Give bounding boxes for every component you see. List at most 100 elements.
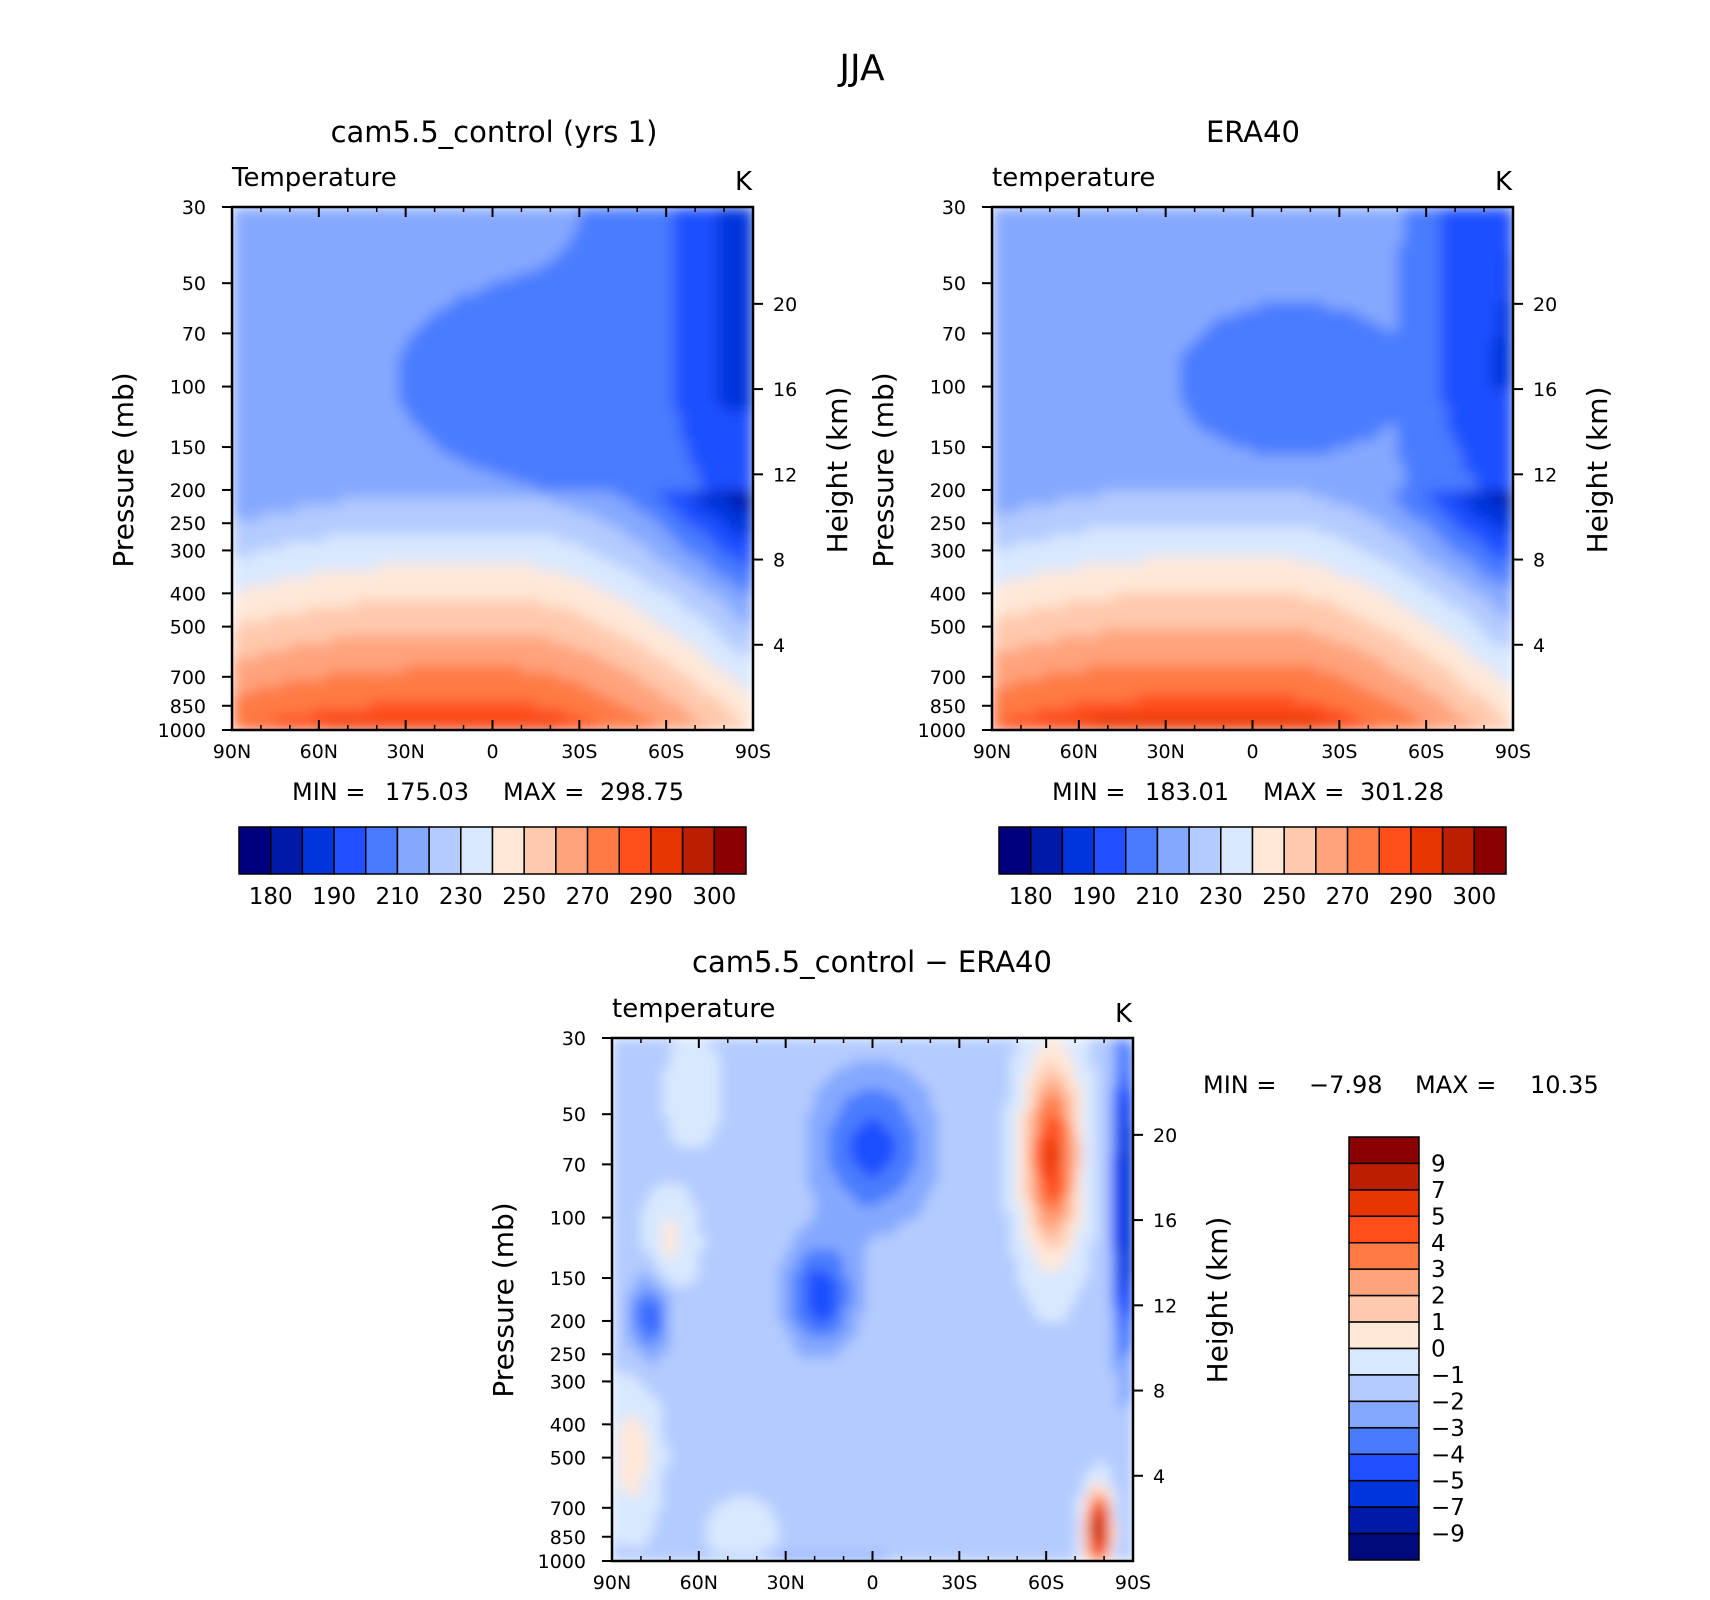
contour-cell [658,294,667,303]
contour-cell [449,722,457,730]
contour-cell [369,548,378,557]
contour-cell [297,453,305,462]
contour-cell [412,671,421,680]
contour-cell [347,606,356,615]
contour-cell [463,497,472,506]
contour-cell [731,257,740,266]
contour-cell [253,664,262,673]
contour-cell [246,628,255,637]
contour-cell [311,671,320,680]
contour-cell [601,359,609,368]
contour-cell [745,512,753,520]
contour-cell [557,337,566,346]
contour-cell [289,548,298,557]
contour-cell [275,570,284,579]
contour-cell [521,301,530,310]
contour-cell [535,366,544,375]
contour-cell [311,265,320,273]
contour-cell [391,366,400,375]
contour-cell [369,395,378,404]
contour-cell [340,243,349,252]
contour-cell [434,315,443,324]
contour-cell [738,700,747,709]
contour-cell [304,591,313,600]
contour-cell [282,359,291,368]
contour-cell [644,395,653,404]
contour-cell [586,591,595,600]
contour-cell [318,374,327,382]
contour-cell [362,315,371,324]
contour-cell [260,519,269,528]
contour-cell [282,642,291,651]
contour-cell [347,533,356,542]
contour-cell [601,439,609,448]
contour-cell [586,526,595,535]
contour-cell [391,330,400,339]
contour-cell [709,526,718,535]
contour-cell [485,541,494,549]
contour-cell [557,301,566,310]
contour-cell [333,250,342,259]
contour-cell [456,686,465,695]
contour-cell [239,432,248,441]
contour-cell [405,323,414,332]
contour-cell [564,236,573,244]
contour-cell [528,286,537,295]
contour-cell [412,359,421,368]
contour-cell [362,461,371,470]
contour-cell [369,279,378,288]
contour-cell [260,708,269,717]
contour-cell [347,279,356,288]
contour-cell [347,352,356,361]
contour-cell [629,562,638,571]
contour-cell [297,519,305,528]
contour-cell [687,453,696,462]
contour-cell [731,671,740,680]
contour-cell [651,257,660,266]
contour-cell [268,693,277,702]
contour-cell [311,257,320,266]
contour-cell [586,410,595,419]
contour-cell [593,490,602,499]
contour-cell [383,519,392,528]
contour-cell [347,395,356,404]
contour-cell [702,519,711,528]
contour-cell [268,243,277,252]
contour-cell [362,424,371,433]
contour-cell [680,555,689,564]
contour-cell [738,439,747,448]
contour-cell [702,388,711,397]
contour-cell [702,715,711,724]
contour-cell [376,533,385,542]
contour-cell [383,272,392,281]
contour-cell [427,388,436,397]
contour-cell [644,679,653,688]
contour-cell [695,308,703,317]
contour-cell [485,366,494,375]
contour-cell [535,228,544,237]
contour-cell [246,381,255,390]
contour-cell [535,671,544,680]
contour-cell [449,613,457,622]
contour-cell [738,606,747,615]
contour-cell [297,664,305,673]
contour-cell [478,577,486,586]
contour-cell [745,294,753,303]
contour-cell [268,584,277,593]
contour-cell [282,265,291,273]
contour-cell [398,664,407,673]
contour-cell [738,562,747,571]
contour-cell [695,635,703,644]
contour-cell [398,504,407,513]
contour-cell [586,330,595,339]
contour-cell [268,599,277,608]
contour-cell [326,410,334,419]
contour-cell [412,432,421,441]
contour-cell [282,374,291,382]
contour-cell [391,686,400,695]
contour-cell [709,403,718,411]
contour-cell [304,504,313,513]
contour-cell [564,613,573,622]
contour-cell [347,286,356,295]
contour-cell [304,439,313,448]
